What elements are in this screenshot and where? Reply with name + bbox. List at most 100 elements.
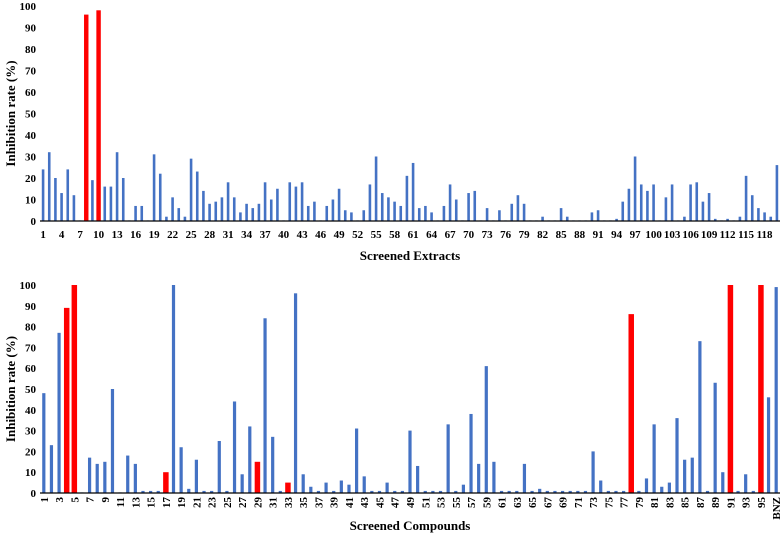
x-tick-label: 9 xyxy=(100,497,112,503)
bar xyxy=(565,216,569,221)
x-tick-label: 40 xyxy=(278,229,290,241)
bar xyxy=(644,478,649,493)
bar xyxy=(713,382,717,493)
bar xyxy=(208,203,211,221)
bar xyxy=(606,490,610,493)
bar xyxy=(400,490,404,493)
bar xyxy=(454,199,458,221)
bar xyxy=(134,205,137,221)
highlighted-bar xyxy=(71,285,78,493)
bar xyxy=(362,210,366,221)
bar xyxy=(385,482,389,493)
bar xyxy=(522,203,526,221)
bar xyxy=(300,182,304,221)
x-tick-label: 91 xyxy=(725,497,737,508)
x-tick-label: 33 xyxy=(283,497,295,509)
bar xyxy=(271,436,275,493)
bar xyxy=(347,484,351,493)
x-tick-label: 82 xyxy=(537,229,549,241)
bar xyxy=(66,169,70,221)
bar xyxy=(220,197,224,221)
x-tick-label: 93 xyxy=(741,497,753,509)
bar xyxy=(698,341,702,493)
x-tick-label: 4 xyxy=(59,229,65,241)
bar xyxy=(769,216,773,221)
x-tick-label: 97 xyxy=(630,229,642,241)
bar xyxy=(615,218,618,221)
bar xyxy=(309,486,313,493)
bar xyxy=(744,474,748,493)
highlighted-bar xyxy=(285,482,291,493)
bar xyxy=(424,205,427,221)
x-tick-label: 19 xyxy=(176,497,188,509)
y-tick-label: 30 xyxy=(25,152,37,164)
y-tick-label: 100 xyxy=(20,1,37,13)
bar xyxy=(214,201,218,221)
y-tick-label: 20 xyxy=(25,173,37,185)
bar xyxy=(484,366,488,493)
bar xyxy=(417,208,421,221)
bar xyxy=(152,154,156,221)
highlighted-bar xyxy=(254,461,261,493)
bar xyxy=(189,158,193,221)
bar xyxy=(337,188,341,221)
bar xyxy=(95,463,99,493)
x-tick-label: 59 xyxy=(481,497,493,509)
bar xyxy=(701,201,705,221)
x-axis-title: Screened Compounds xyxy=(350,518,471,533)
bar xyxy=(225,490,229,493)
highlighted-bar xyxy=(758,285,764,493)
bar xyxy=(263,318,267,493)
bar xyxy=(766,397,771,493)
bar xyxy=(141,490,145,493)
bar xyxy=(485,208,489,221)
x-tick-label: 73 xyxy=(482,229,494,241)
bar xyxy=(637,490,641,493)
x-tick-label: 1 xyxy=(39,497,51,503)
x-tick-label: 85 xyxy=(556,229,568,241)
x-tick-label: 79 xyxy=(634,497,646,509)
bar xyxy=(263,182,267,221)
x-tick-label: 94 xyxy=(611,229,623,241)
bar xyxy=(639,184,643,221)
bar xyxy=(614,490,618,493)
y-tick-label: 60 xyxy=(25,363,37,375)
bar xyxy=(738,216,742,221)
bar xyxy=(226,182,230,221)
x-tick-label: 28 xyxy=(204,229,216,241)
bar xyxy=(689,184,692,221)
bar xyxy=(467,193,470,221)
bar xyxy=(251,208,255,221)
bar xyxy=(695,182,699,221)
bar xyxy=(683,216,686,221)
bar xyxy=(217,441,221,493)
bar xyxy=(408,430,412,493)
x-tick-label: 73 xyxy=(588,497,600,509)
x-tick-label: 88 xyxy=(574,229,586,241)
bar xyxy=(442,205,446,221)
bar xyxy=(240,474,244,493)
x-tick-label: 67 xyxy=(445,229,457,241)
x-tick-label: 35 xyxy=(298,497,310,509)
bar xyxy=(232,401,237,493)
bar xyxy=(438,490,443,493)
bar xyxy=(736,490,740,493)
bar xyxy=(276,188,279,221)
bar xyxy=(187,488,191,493)
x-tick-label: 15 xyxy=(146,497,158,509)
bar xyxy=(91,180,94,221)
bar xyxy=(559,208,563,221)
bar xyxy=(744,175,748,221)
bar xyxy=(473,190,477,221)
bar xyxy=(446,424,450,493)
bar xyxy=(72,195,76,221)
bar xyxy=(652,184,655,221)
bar xyxy=(57,332,61,493)
bar xyxy=(316,490,321,493)
bar xyxy=(646,190,649,221)
bar xyxy=(158,173,162,221)
bar xyxy=(210,490,214,493)
bar xyxy=(60,193,63,221)
x-tick-label: 25 xyxy=(186,229,198,241)
